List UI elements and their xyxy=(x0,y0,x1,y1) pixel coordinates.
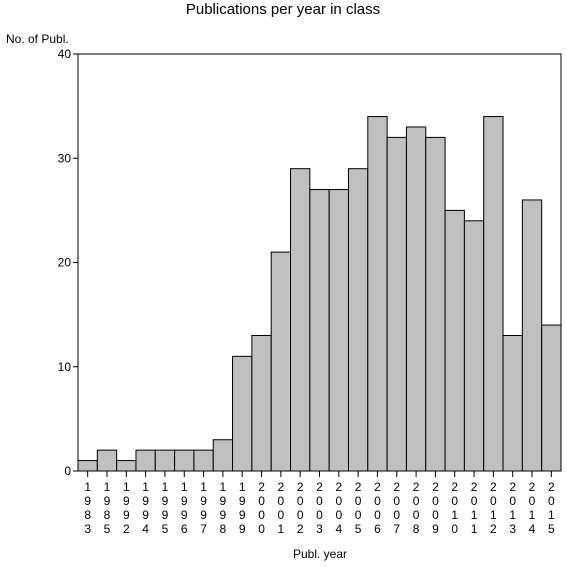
y-tick-label: 30 xyxy=(58,151,72,165)
bar xyxy=(232,355,253,472)
plot-frame xyxy=(77,53,562,472)
y-axis-label: No. of Publ. xyxy=(6,32,69,46)
bar xyxy=(270,251,292,472)
x-axis: 1 9 8 3 1 9 8 5 1 9 9 2 1 9 9 4 1 9 9 5 1 9 9 6 1 9 9 7 1 9 9 8 1 9 9 9 2 0 0 0… xyxy=(84,471,555,536)
bar xyxy=(116,460,137,472)
bar xyxy=(193,449,214,472)
x-axis-label: Publ. year xyxy=(293,547,347,561)
bar xyxy=(405,126,427,472)
bar xyxy=(502,334,523,472)
y-tick-label: 20 xyxy=(58,256,72,270)
bar xyxy=(309,189,330,472)
bar xyxy=(367,116,388,472)
bar xyxy=(347,168,369,472)
bar xyxy=(96,449,118,472)
bar xyxy=(483,116,504,472)
y-tick-label: 40 xyxy=(58,47,72,61)
bar xyxy=(212,439,234,472)
bar xyxy=(444,209,465,472)
y-tick-label: 0 xyxy=(64,464,71,478)
bar xyxy=(328,189,349,472)
bar xyxy=(154,449,176,472)
bars xyxy=(77,116,562,472)
bar xyxy=(425,136,446,472)
y-axis: 0 10 20 30 40 xyxy=(58,47,78,478)
bar xyxy=(77,460,98,472)
chart-title: Publications per year in class xyxy=(186,1,380,18)
bar xyxy=(541,324,562,472)
bar xyxy=(521,199,543,472)
bar xyxy=(290,168,311,472)
bar xyxy=(135,449,156,472)
bar xyxy=(251,334,272,472)
bar xyxy=(386,136,407,472)
bar xyxy=(174,449,195,472)
bar xyxy=(463,220,485,472)
y-tick-label: 10 xyxy=(58,360,72,374)
